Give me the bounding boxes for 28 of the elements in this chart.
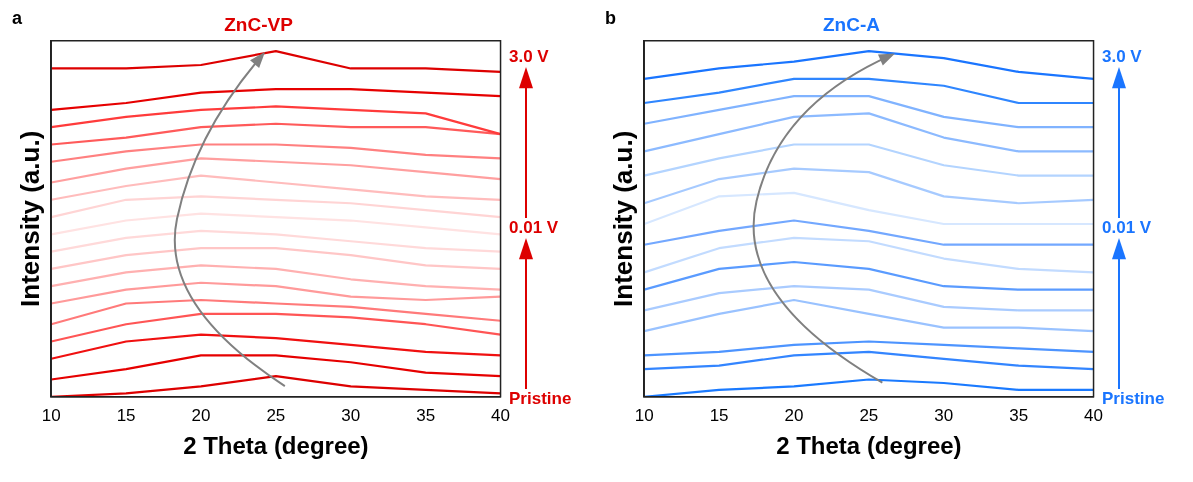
text: b (605, 8, 616, 29)
x-tick-label: 15 (709, 405, 729, 425)
x-tick-label: 25 (859, 405, 879, 425)
x-axis-title: 2 Theta (degree) (776, 432, 962, 460)
x-tick-label: 25 (266, 405, 286, 425)
x-tick-label: 35 (1009, 405, 1029, 425)
x-tick-label: 20 (191, 405, 211, 425)
x-tick-label: 35 (416, 405, 436, 425)
text: 0.01 V (1102, 217, 1152, 238)
chart-title: ZnC-VP (224, 13, 294, 35)
y-axis-title: Intensity (a.u.) (14, 130, 45, 307)
text: 3.0 V (509, 46, 549, 67)
x-tick-label: 20 (784, 405, 804, 425)
y-axis-title: Intensity (a.u.) (607, 130, 638, 307)
text: a (12, 8, 23, 29)
text: Pristine (1102, 388, 1165, 409)
text: Pristine (509, 388, 572, 409)
x-tick-label: 30 (341, 405, 361, 425)
text: 0.01 V (509, 217, 559, 238)
x-tick-label: 40 (491, 405, 511, 425)
chart-title: ZnC-A (823, 13, 881, 35)
x-tick-label: 30 (934, 405, 954, 425)
x-tick-label: 10 (41, 405, 61, 425)
x-tick-label: 10 (634, 405, 654, 425)
x-axis-title: 2 Theta (degree) (183, 432, 369, 460)
x-tick-label: 15 (116, 405, 136, 425)
text: 3.0 V (1102, 46, 1142, 67)
x-tick-label: 40 (1084, 405, 1104, 425)
